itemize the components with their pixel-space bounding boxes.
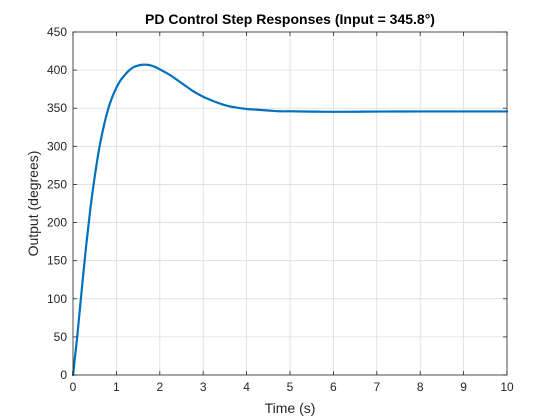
x-tick-label: 1 bbox=[113, 380, 120, 394]
x-tick-label: 10 bbox=[500, 380, 514, 394]
response-line bbox=[71, 63, 509, 377]
x-tick-label: 8 bbox=[417, 380, 424, 394]
y-tick-label: 100 bbox=[47, 292, 67, 306]
chart-title: PD Control Step Responses (Input = 345.8… bbox=[145, 11, 435, 27]
x-axis-label: Time (s) bbox=[265, 400, 316, 416]
x-tick-label: 5 bbox=[287, 380, 294, 394]
y-tick-label: 50 bbox=[54, 330, 68, 344]
x-tick-label: 4 bbox=[243, 380, 250, 394]
y-tick-label: 150 bbox=[47, 254, 67, 268]
x-tick-label: 7 bbox=[373, 380, 380, 394]
x-tick-label: 9 bbox=[460, 380, 467, 394]
x-tick-label: 2 bbox=[156, 380, 163, 394]
y-tick-label: 250 bbox=[47, 177, 67, 191]
x-tick-label: 0 bbox=[70, 380, 77, 394]
y-tick-label: 350 bbox=[47, 101, 67, 115]
y-tick-label: 450 bbox=[47, 25, 67, 39]
y-tick-label: 300 bbox=[47, 139, 67, 153]
y-tick-label: 200 bbox=[47, 216, 67, 230]
data-series bbox=[71, 63, 509, 377]
y-axis-label: Output (degrees) bbox=[25, 151, 41, 257]
x-tick-label: 6 bbox=[330, 380, 337, 394]
y-tick-label: 0 bbox=[60, 368, 67, 382]
y-tick-label: 400 bbox=[47, 63, 67, 77]
x-tick-label: 3 bbox=[200, 380, 207, 394]
